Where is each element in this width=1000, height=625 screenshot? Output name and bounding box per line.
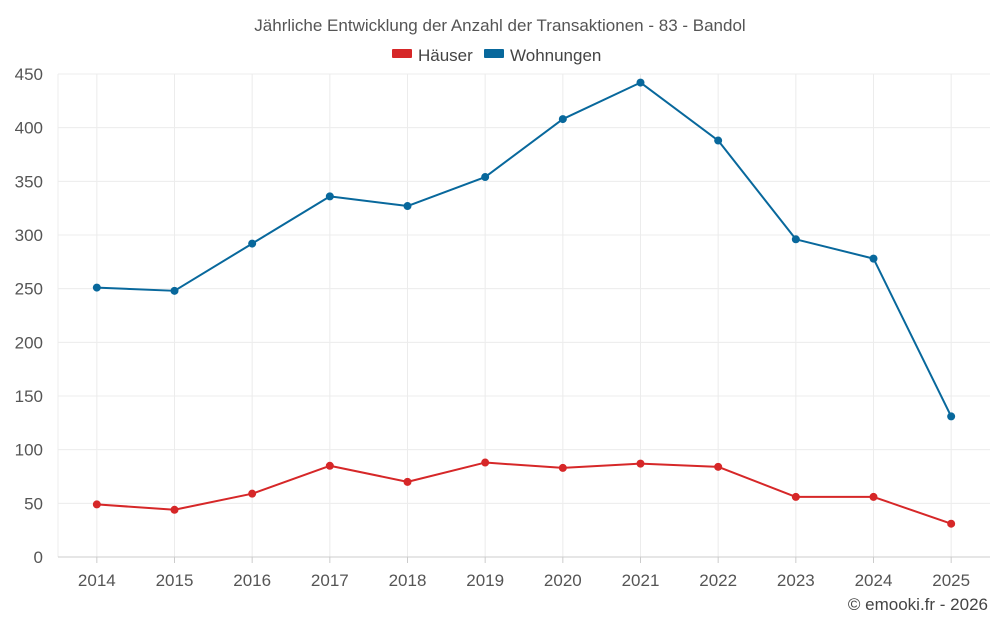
data-point-wohnungen-2022[interactable]	[714, 136, 723, 145]
y-tick-label-150: 150	[15, 387, 43, 406]
x-tick-label-2023: 2023	[777, 571, 815, 590]
x-tick-label-2025: 2025	[932, 571, 970, 590]
x-tick-label-2022: 2022	[699, 571, 737, 590]
data-point-wohnungen-2014[interactable]	[92, 283, 101, 292]
data-point-wohnungen-2021[interactable]	[636, 78, 645, 87]
legend-swatch-wohnungen	[484, 49, 504, 58]
x-tick-label-2021: 2021	[622, 571, 660, 590]
data-point-haeuser-2014[interactable]	[92, 500, 101, 509]
series-line-haeuser	[96, 461, 952, 525]
data-point-haeuser-2024[interactable]	[869, 492, 878, 501]
series-haeuser	[92, 458, 956, 528]
series-wohnungen	[92, 78, 956, 421]
x-tick-label-2016: 2016	[233, 571, 271, 590]
x-tick-label-2015: 2015	[156, 571, 194, 590]
y-tick-label-400: 400	[15, 119, 43, 138]
data-point-haeuser-2021[interactable]	[636, 459, 645, 468]
x-tick-label-2018: 2018	[389, 571, 427, 590]
data-point-wohnungen-2024[interactable]	[869, 254, 878, 263]
y-tick-label-200: 200	[15, 333, 43, 352]
data-point-wohnungen-2019[interactable]	[481, 173, 490, 182]
data-point-haeuser-2022[interactable]	[714, 462, 723, 471]
series	[92, 78, 956, 528]
axes: 0 50 100 150 200 250 300 350 400 450 2014 2015 2016 2…	[15, 65, 990, 590]
x-tick-label-2019: 2019	[466, 571, 504, 590]
data-point-haeuser-2015[interactable]	[170, 505, 179, 514]
data-point-haeuser-2018[interactable]	[403, 477, 412, 486]
data-point-wohnungen-2023[interactable]	[791, 235, 800, 244]
y-tick-label-450: 450	[15, 65, 43, 84]
grid	[58, 73, 990, 557]
x-tick-label-2024: 2024	[855, 571, 893, 590]
data-point-wohnungen-2017[interactable]	[325, 192, 334, 201]
legend-item-haeuser[interactable]: Häuser	[392, 46, 473, 65]
y-tick-label-0: 0	[34, 548, 43, 567]
y-tick-label-300: 300	[15, 226, 43, 245]
data-point-wohnungen-2015[interactable]	[170, 286, 179, 295]
data-point-haeuser-2019[interactable]	[481, 458, 490, 467]
legend-item-wohnungen[interactable]: Wohnungen	[484, 46, 601, 65]
legend-swatch-haeuser	[392, 49, 412, 58]
data-point-haeuser-2016[interactable]	[248, 489, 257, 498]
y-tick-label-350: 350	[15, 172, 43, 191]
data-point-wohnungen-2018[interactable]	[403, 202, 412, 211]
data-point-haeuser-2025[interactable]	[947, 519, 956, 528]
data-point-wohnungen-2020[interactable]	[558, 115, 567, 124]
data-point-wohnungen-2025[interactable]	[947, 412, 956, 421]
credit: © emooki.fr - 2026	[848, 595, 988, 614]
series-line-wohnungen	[96, 81, 953, 417]
y-tick-label-50: 50	[24, 494, 43, 513]
chart-title: Jährliche Entwicklung der Anzahl der Tra…	[254, 16, 745, 35]
data-point-haeuser-2023[interactable]	[791, 492, 800, 501]
data-point-wohnungen-2016[interactable]	[248, 239, 257, 248]
data-point-haeuser-2017[interactable]	[325, 461, 334, 470]
legend: Häuser Wohnungen	[392, 46, 601, 65]
x-tick-label-2017: 2017	[311, 571, 349, 590]
legend-label-haeuser: Häuser	[418, 46, 473, 65]
y-tick-label-100: 100	[15, 441, 43, 460]
y-tick-label-250: 250	[15, 280, 43, 299]
legend-label-wohnungen: Wohnungen	[510, 46, 601, 65]
data-point-haeuser-2020[interactable]	[558, 463, 567, 472]
x-tick-label-2014: 2014	[78, 571, 116, 590]
x-tick-label-2020: 2020	[544, 571, 582, 590]
